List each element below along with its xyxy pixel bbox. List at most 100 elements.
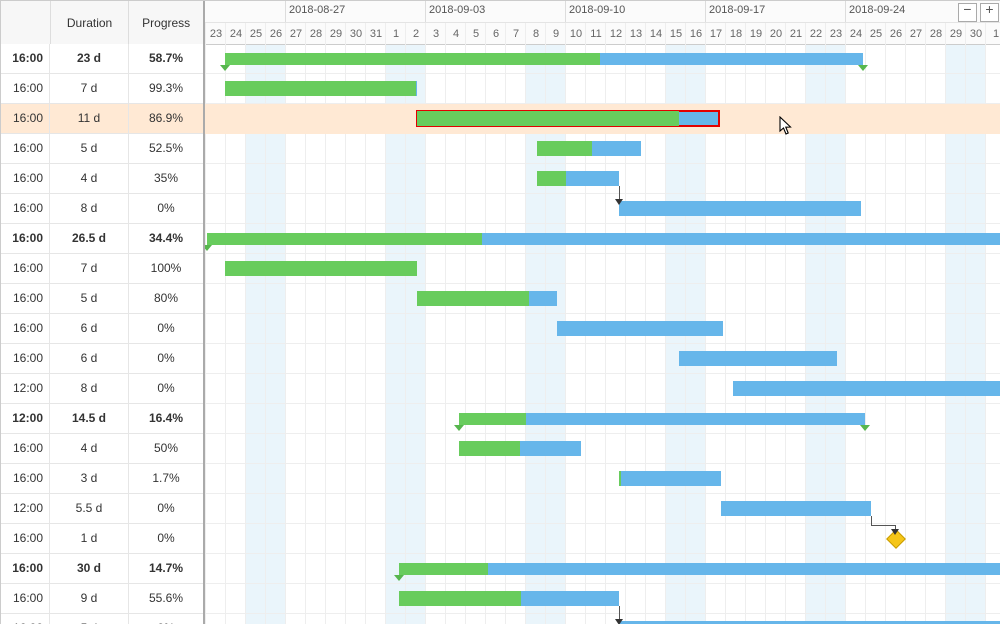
table-row[interactable]: 16:001 d0% bbox=[1, 524, 203, 554]
gantt-task-bar[interactable] bbox=[733, 381, 1000, 396]
timescale-day-label: 24 bbox=[225, 23, 246, 45]
table-row[interactable]: 16:005 d0% bbox=[1, 614, 203, 624]
gantt-task-bar[interactable] bbox=[225, 81, 417, 96]
gantt-task-bar[interactable] bbox=[619, 201, 861, 216]
cell-progress: 35% bbox=[129, 164, 203, 193]
table-row[interactable]: 16:006 d0% bbox=[1, 344, 203, 374]
zoom-out-button[interactable]: − bbox=[958, 3, 977, 22]
timescale-day-label: 28 bbox=[305, 23, 326, 45]
table-row[interactable]: 16:0011 d86.9% bbox=[1, 104, 203, 134]
gantt-task-bar[interactable] bbox=[417, 111, 719, 126]
cell-time: 16:00 bbox=[1, 134, 50, 163]
timescale-day-label: 8 bbox=[525, 23, 546, 45]
timescale-day-label: 12 bbox=[605, 23, 626, 45]
cell-time: 16:00 bbox=[1, 584, 50, 613]
gantt-progress-fill bbox=[225, 261, 417, 276]
table-row[interactable]: 16:005 d80% bbox=[1, 284, 203, 314]
gantt-summary-bar[interactable] bbox=[207, 233, 1000, 245]
table-body: 16:0023 d58.7%16:007 d99.3%16:0011 d86.9… bbox=[1, 44, 203, 624]
gantt-task-bar[interactable] bbox=[619, 471, 721, 486]
table-row[interactable]: 16:0030 d14.7% bbox=[1, 554, 203, 584]
gantt-body[interactable] bbox=[205, 44, 1000, 624]
gantt-timescale: 2018-08-272018-09-032018-09-102018-09-17… bbox=[205, 1, 1000, 45]
gantt-progress-fill bbox=[417, 291, 529, 306]
gantt-task-bar[interactable] bbox=[537, 171, 619, 186]
gantt-app: Duration Progress 16:0023 d58.7%16:007 d… bbox=[0, 0, 1000, 624]
timescale-day-label: 13 bbox=[625, 23, 646, 45]
table-row[interactable]: 16:0023 d58.7% bbox=[1, 44, 203, 74]
column-header-progress[interactable]: Progress bbox=[129, 1, 203, 44]
timescale-day-label: 26 bbox=[885, 23, 906, 45]
cell-duration: 4 d bbox=[50, 434, 129, 463]
table-row[interactable]: 16:007 d99.3% bbox=[1, 74, 203, 104]
table-row[interactable]: 16:008 d0% bbox=[1, 194, 203, 224]
table-row[interactable]: 12:008 d0% bbox=[1, 374, 203, 404]
gantt-progress-fill bbox=[399, 563, 488, 575]
gantt-task-bar[interactable] bbox=[417, 291, 557, 306]
cell-duration: 5 d bbox=[50, 134, 129, 163]
cell-time: 16:00 bbox=[1, 254, 50, 283]
timescale-day-label: 29 bbox=[325, 23, 346, 45]
cell-duration: 6 d bbox=[50, 344, 129, 373]
gantt-bars bbox=[205, 44, 1000, 624]
gantt-progress-fill bbox=[537, 141, 592, 156]
table-row[interactable]: 16:004 d35% bbox=[1, 164, 203, 194]
table-row[interactable]: 16:006 d0% bbox=[1, 314, 203, 344]
cell-duration: 4 d bbox=[50, 164, 129, 193]
gantt-task-bar[interactable] bbox=[721, 501, 871, 516]
table-row[interactable]: 16:009 d55.6% bbox=[1, 584, 203, 614]
gantt-summary-bar[interactable] bbox=[225, 53, 863, 65]
cell-duration: 6 d bbox=[50, 314, 129, 343]
cell-progress: 50% bbox=[129, 434, 203, 463]
gantt-progress-fill bbox=[225, 53, 600, 65]
cell-time: 16:00 bbox=[1, 614, 50, 624]
cell-progress: 80% bbox=[129, 284, 203, 313]
table-row[interactable]: 16:005 d52.5% bbox=[1, 134, 203, 164]
gantt-task-bar[interactable] bbox=[225, 261, 417, 276]
cell-duration: 5 d bbox=[50, 614, 129, 624]
cell-progress: 1.7% bbox=[129, 464, 203, 493]
gantt-task-bar[interactable] bbox=[459, 441, 581, 456]
gantt-progress-fill bbox=[399, 591, 521, 606]
table-row[interactable]: 12:005.5 d0% bbox=[1, 494, 203, 524]
cell-time: 16:00 bbox=[1, 284, 50, 313]
cell-time: 12:00 bbox=[1, 374, 50, 403]
zoom-in-button[interactable]: + bbox=[980, 3, 999, 22]
table-row[interactable]: 16:004 d50% bbox=[1, 434, 203, 464]
table-row[interactable]: 12:0014.5 d16.4% bbox=[1, 404, 203, 434]
table-row[interactable]: 16:0026.5 d34.4% bbox=[1, 224, 203, 254]
table-pane: Duration Progress 16:0023 d58.7%16:007 d… bbox=[1, 1, 205, 624]
gantt-task-bar[interactable] bbox=[537, 141, 641, 156]
column-header-duration[interactable]: Duration bbox=[51, 1, 130, 44]
timescale-day-label: 2 bbox=[405, 23, 426, 45]
timescale-day-label: 6 bbox=[485, 23, 506, 45]
timescale-week-label: 2018-09-17 bbox=[705, 1, 765, 22]
cell-duration: 11 d bbox=[50, 104, 129, 133]
dependency-link bbox=[615, 199, 623, 205]
timescale-day-label: 30 bbox=[965, 23, 986, 45]
table-row[interactable]: 16:003 d1.7% bbox=[1, 464, 203, 494]
gantt-summary-bar[interactable] bbox=[459, 413, 865, 425]
cell-duration: 7 d bbox=[50, 74, 129, 103]
gantt-task-bar[interactable] bbox=[557, 321, 723, 336]
gantt-task-bar[interactable] bbox=[679, 351, 837, 366]
timescale-day-label: 28 bbox=[925, 23, 946, 45]
table-header: Duration Progress bbox=[1, 1, 203, 44]
gantt-task-bar[interactable] bbox=[399, 591, 619, 606]
timescale-week-label: 2018-08-27 bbox=[285, 1, 345, 22]
column-header-time[interactable] bbox=[1, 1, 51, 44]
timescale-day-label: 21 bbox=[785, 23, 806, 45]
cell-time: 12:00 bbox=[1, 404, 50, 433]
cell-progress: 55.6% bbox=[129, 584, 203, 613]
cell-progress: 100% bbox=[129, 254, 203, 283]
timescale-day-label: 17 bbox=[705, 23, 726, 45]
timescale-day-label: 9 bbox=[545, 23, 566, 45]
cell-time: 16:00 bbox=[1, 314, 50, 343]
timescale-day-label: 26 bbox=[265, 23, 286, 45]
timescale-day-label: 19 bbox=[745, 23, 766, 45]
table-row[interactable]: 16:007 d100% bbox=[1, 254, 203, 284]
gantt-summary-bar[interactable] bbox=[399, 563, 1000, 575]
timescale-day-label: 16 bbox=[685, 23, 706, 45]
gantt-pane[interactable]: 2018-08-272018-09-032018-09-102018-09-17… bbox=[205, 1, 1000, 624]
timescale-weeks: 2018-08-272018-09-032018-09-102018-09-17… bbox=[205, 1, 1000, 23]
